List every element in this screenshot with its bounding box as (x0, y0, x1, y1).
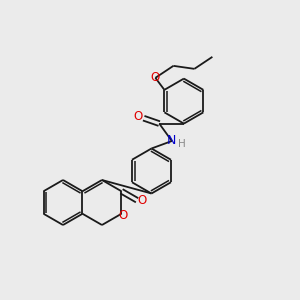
Text: H: H (178, 139, 186, 149)
Text: O: O (138, 194, 147, 207)
Text: O: O (118, 209, 128, 222)
Text: O: O (151, 71, 160, 84)
Text: N: N (167, 134, 177, 148)
Text: O: O (134, 110, 143, 123)
